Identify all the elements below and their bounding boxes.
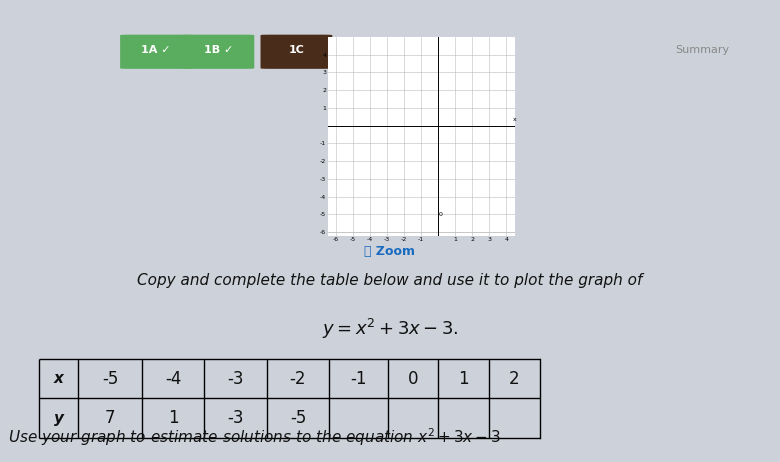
Text: 0: 0 bbox=[439, 212, 443, 217]
Text: $y = x^2 + 3x - 3.$: $y = x^2 + 3x - 3.$ bbox=[321, 317, 459, 341]
Text: Summary: Summary bbox=[675, 45, 729, 55]
Text: 1B ✓: 1B ✓ bbox=[204, 45, 233, 55]
Text: Use your graph to estimate solutions to the equation $x^2 + 3x - 3$: Use your graph to estimate solutions to … bbox=[8, 426, 501, 448]
Text: x: x bbox=[513, 117, 517, 122]
Text: x: x bbox=[54, 371, 63, 386]
Text: 7: 7 bbox=[105, 409, 115, 427]
Text: -4: -4 bbox=[165, 370, 181, 388]
Text: 1D: 1D bbox=[366, 45, 383, 55]
Text: -5: -5 bbox=[102, 370, 118, 388]
Text: 1A ✓: 1A ✓ bbox=[141, 45, 171, 55]
FancyBboxPatch shape bbox=[183, 35, 254, 69]
FancyBboxPatch shape bbox=[120, 35, 192, 69]
FancyBboxPatch shape bbox=[261, 35, 332, 69]
Text: -3: -3 bbox=[227, 409, 244, 427]
Text: Copy and complete the table below and use it to plot the graph of: Copy and complete the table below and us… bbox=[137, 274, 643, 288]
Text: y: y bbox=[54, 411, 63, 426]
Text: 0: 0 bbox=[408, 370, 418, 388]
Text: 1: 1 bbox=[168, 409, 179, 427]
Text: 🔍 Zoom: 🔍 Zoom bbox=[364, 245, 416, 258]
Text: -1: -1 bbox=[350, 370, 367, 388]
Text: -3: -3 bbox=[227, 370, 244, 388]
Text: 2: 2 bbox=[509, 370, 519, 388]
Text: -5: -5 bbox=[290, 409, 306, 427]
Text: -2: -2 bbox=[289, 370, 307, 388]
Text: 1C: 1C bbox=[289, 45, 304, 55]
Text: 1: 1 bbox=[459, 370, 469, 388]
FancyBboxPatch shape bbox=[339, 35, 410, 69]
